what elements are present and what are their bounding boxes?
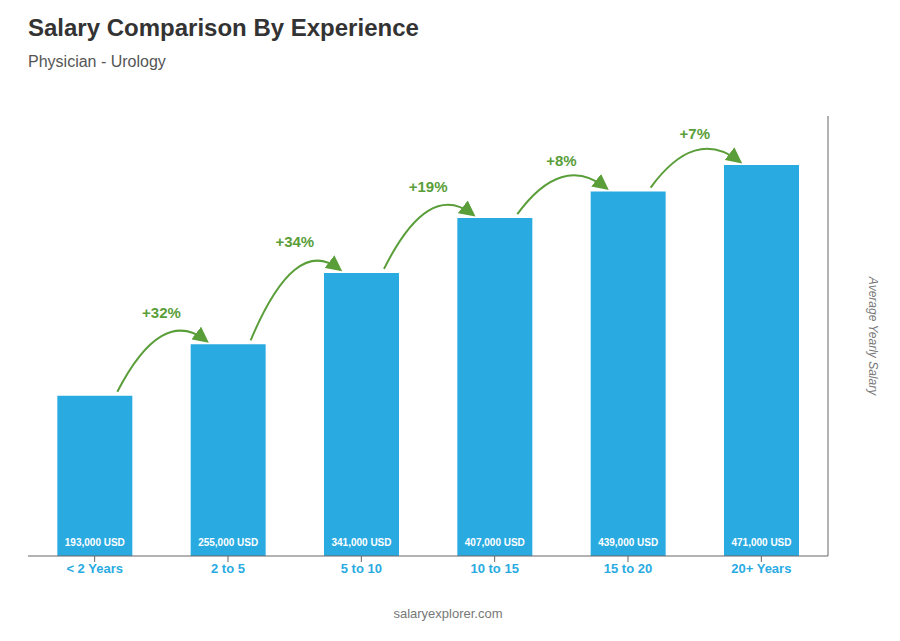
html-text:Physician - Urology: Physician - Urology: [28, 53, 166, 70]
svg-text:471,000 USD: 471,000 USD: [731, 537, 791, 548]
svg-text:Average Yearly Salary: Average Yearly Salary: [866, 276, 880, 396]
svg-text:193,000 USD: 193,000 USD: [65, 537, 125, 548]
svg-text:< 2 Years: < 2 Years: [66, 561, 123, 576]
svg-text:439,000 USD: 439,000 USD: [598, 537, 658, 548]
svg-text:341,000 USD: 341,000 USD: [331, 537, 391, 548]
svg-text:2 to 5: 2 to 5: [211, 561, 245, 576]
svg-text:20+ Years: 20+ Years: [731, 561, 791, 576]
svg-text:+32%: +32%: [142, 304, 181, 321]
svg-text:+19%: +19%: [409, 178, 448, 195]
html-text:salaryexplorer.com: salaryexplorer.com: [393, 606, 503, 621]
svg-text:+8%: +8%: [546, 152, 576, 169]
svg-text:10 to 15: 10 to 15: [470, 561, 518, 576]
svg-text:255,000 USD: 255,000 USD: [198, 537, 258, 548]
svg-text:15 to 20: 15 to 20: [604, 561, 652, 576]
svg-text:+34%: +34%: [275, 233, 314, 250]
html-text:Salary Comparison By Experienc: Salary Comparison By Experience: [28, 14, 419, 41]
svg-text:5 to 10: 5 to 10: [341, 561, 382, 576]
svg-text:407,000 USD: 407,000 USD: [465, 537, 525, 548]
svg-text:+7%: +7%: [680, 125, 710, 142]
